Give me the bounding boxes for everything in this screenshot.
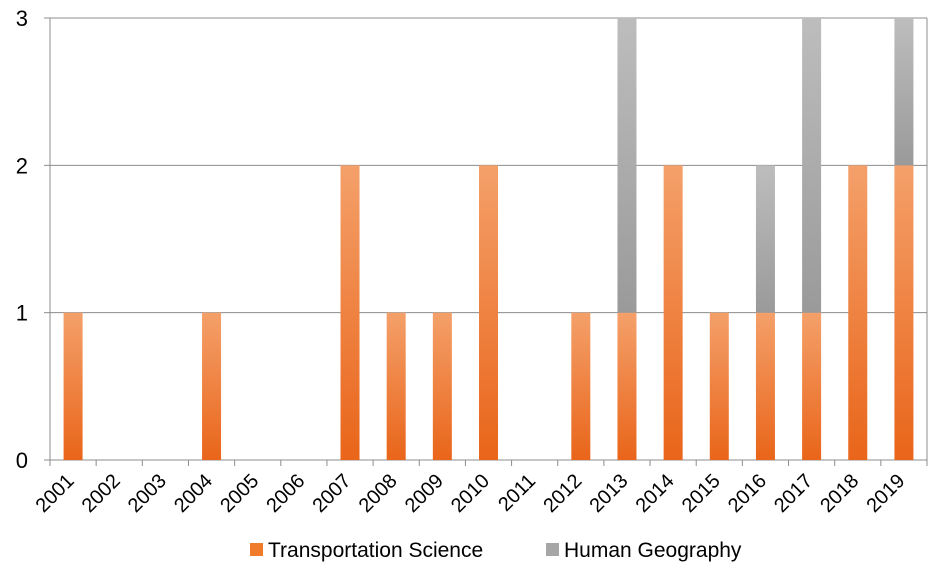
x-tick-label: 2016 xyxy=(724,470,771,517)
x-tick-label: 2018 xyxy=(816,470,863,517)
bar-transportation-science-2009 xyxy=(432,312,452,460)
bar-transportation-science-2012 xyxy=(571,312,591,460)
bar-transportation-science-2014 xyxy=(663,165,683,461)
y-tick-label: 2 xyxy=(16,153,28,178)
x-tick-label: 2007 xyxy=(309,470,356,517)
x-tick-label: 2017 xyxy=(770,470,817,517)
x-tick-label: 2008 xyxy=(355,470,402,517)
legend-label-human-geography: Human Geography xyxy=(564,539,742,562)
x-tick-label: 2012 xyxy=(539,470,586,517)
y-tick-label: 0 xyxy=(16,448,28,473)
bar-transportation-science-2004 xyxy=(202,312,222,460)
bar-human-geography-2013 xyxy=(617,18,637,313)
bar-transportation-science-2018 xyxy=(848,165,868,461)
bar-transportation-science-2013 xyxy=(617,312,637,460)
x-tick-label: 2010 xyxy=(447,470,494,517)
legend-label-transportation-science: Transportation Science xyxy=(268,539,483,562)
bar-transportation-science-2008 xyxy=(386,312,406,460)
bar-transportation-science-2015 xyxy=(709,312,729,460)
x-tick-label: 2003 xyxy=(124,470,171,517)
x-tick-label: 2009 xyxy=(401,470,448,517)
bar-transportation-science-2010 xyxy=(479,165,498,461)
x-tick-label: 2014 xyxy=(632,470,679,517)
y-tick-labels: 0 1 2 3 xyxy=(16,6,28,473)
x-tick-label: 2006 xyxy=(262,470,309,517)
x-tick-labels: 2001 2002 2003 2004 2005 2006 2007 2008 2009 2010… xyxy=(32,470,910,517)
x-tick-label: 2002 xyxy=(78,470,125,517)
x-tick-label: 2005 xyxy=(216,470,263,517)
bar-transportation-science-2017 xyxy=(802,312,822,460)
x-tick-label: 2015 xyxy=(678,470,725,517)
y-tick-label: 3 xyxy=(16,6,28,31)
bar-human-geography-2019 xyxy=(894,18,914,166)
x-tick-label: 2011 xyxy=(494,470,540,516)
bar-transportation-science-2016 xyxy=(755,312,775,460)
legend-swatch-transportation-science xyxy=(250,543,263,556)
bar-transportation-science-2019 xyxy=(894,165,914,461)
x-tick-label: 2001 xyxy=(32,470,79,517)
x-tick-label: 2019 xyxy=(862,470,909,517)
y-tick-label: 1 xyxy=(16,301,28,326)
bar-human-geography-2016 xyxy=(755,165,775,313)
bar-transportation-science-2001 xyxy=(63,312,83,460)
bar-human-geography-2017 xyxy=(802,18,822,313)
bar-transportation-science-2007 xyxy=(340,165,360,461)
legend: Transportation Science Human Geography xyxy=(250,539,742,562)
x-tick-label: 2013 xyxy=(585,470,632,517)
legend-swatch-human-geography xyxy=(546,543,559,556)
bars xyxy=(63,18,914,461)
x-tick-label: 2004 xyxy=(170,470,217,517)
